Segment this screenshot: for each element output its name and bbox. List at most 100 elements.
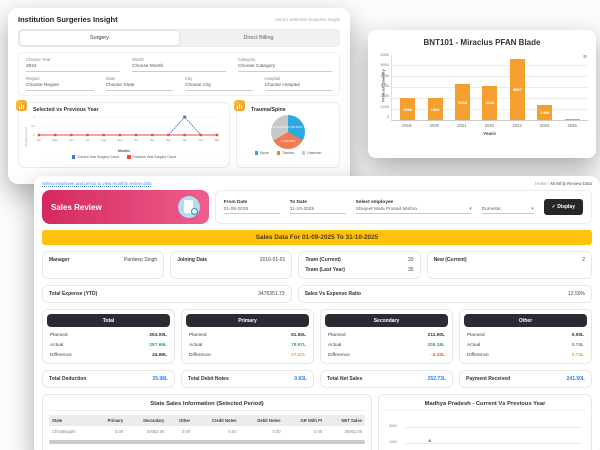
- pie-slice-label: 1 (33.33%): [287, 125, 303, 130]
- mp-ytick: 1000: [389, 440, 397, 444]
- table-scrollbar[interactable]: [49, 440, 365, 444]
- filter-value[interactable]: Choose Hospital: [264, 81, 332, 91]
- product-chart-panel: BNT101 - Miraclus PFAN Blade ≡ Product Q…: [368, 30, 596, 158]
- filter-label: Choose Year: [26, 57, 51, 62]
- breadcrumb-current: Monthly Review Data: [550, 181, 592, 186]
- bar-2021: 3268: [455, 84, 471, 120]
- legend-item: Spine: [254, 151, 269, 155]
- metric-column-header: Other: [464, 314, 587, 327]
- filter-city[interactable]: City Choose City: [185, 76, 253, 91]
- breadcrumb-home[interactable]: Home: [535, 181, 547, 186]
- employee-value[interactable]: Shivjeet Mata Prasad Mishra: [355, 207, 417, 212]
- filter-value[interactable]: Choose Month: [132, 62, 226, 72]
- filter-value[interactable]: Choose State: [105, 81, 173, 91]
- table-cell: 0.00: [313, 429, 323, 434]
- table-cell: 0.00: [272, 429, 281, 434]
- metric-label: Actual: [50, 342, 64, 348]
- metric-value: 27.47L: [291, 352, 306, 358]
- review-note-link[interactable]: Select employee and period to view month…: [42, 181, 152, 186]
- line-chart-ylabel: Surgery Count: [24, 127, 28, 147]
- info-label: Joining Date: [177, 257, 208, 263]
- table-header: Credit Notes: [193, 415, 240, 426]
- legend-label: Previous Year Surgery Count: [132, 155, 177, 159]
- mp-chart-card: Madhya Pradesh - Current Vs Previous Yea…: [378, 394, 592, 450]
- pie-slice-label: 1 (33.33%): [280, 138, 296, 143]
- filter-value[interactable]: Choose Category: [238, 62, 332, 72]
- expense-row: Sales Vs Expense Ratio 12.50%: [305, 289, 585, 299]
- legend-swatch: [301, 151, 306, 155]
- table-header: Primary: [93, 415, 127, 426]
- to-date-field[interactable]: To Date 31-10-2025: [289, 200, 346, 214]
- metric-column-total: Total Planned 263.00L Actual 287.69L Differen…: [42, 309, 175, 364]
- stat-label: Total Net Sales: [327, 376, 363, 382]
- employee-select[interactable]: Select employee Shivjeet Mata Prasad Mis…: [355, 200, 472, 214]
- triangle-marker-icon: ▲: [427, 438, 433, 444]
- info-label: New (Current): [433, 257, 467, 263]
- filter-hospital[interactable]: Hospital Choose Hospital: [264, 76, 332, 91]
- y-tick: 3000: [380, 83, 389, 88]
- x-tick: 2019: [402, 123, 412, 128]
- display-button[interactable]: ✓ Display: [543, 199, 583, 215]
- metric-label: Actual: [467, 342, 481, 348]
- bar-2023: 5507: [509, 59, 525, 120]
- metric-column-header: Primary: [186, 314, 309, 327]
- breadcrumb-separator: /: [548, 181, 550, 186]
- from-date-field[interactable]: From Date 01-09-2025: [223, 200, 280, 214]
- expense-value: 3476351.73: [258, 291, 285, 297]
- metric-value: 24.69L: [152, 352, 167, 358]
- filter-month[interactable]: Month Choose Month: [132, 57, 226, 72]
- table-cell: 0.00: [115, 429, 124, 434]
- info-label: Team (Current): [305, 257, 341, 263]
- table-cell: 0.00: [228, 429, 237, 434]
- metric-label: Difference: [189, 352, 211, 358]
- tab-surgery[interactable]: Surgery: [20, 31, 179, 45]
- svg-text:Jan: Jan: [182, 138, 187, 142]
- breadcrumb[interactable]: Home | Institution Surgeries Insight: [274, 17, 340, 22]
- stat-cards-row: Total Deduction 35.98L Total Debit Notes 0.…: [42, 370, 592, 388]
- metric-value: 287.69L: [149, 342, 167, 348]
- info-value: 2016-01-01: [259, 257, 286, 263]
- to-date-value[interactable]: 31-10-2025: [289, 207, 346, 214]
- table-header: NET Sales: [325, 415, 365, 426]
- stat-label: Total Debit Notes: [188, 376, 229, 382]
- stat-value: 0.93L: [294, 376, 307, 382]
- table-cell: Chhattisgarh: [52, 429, 76, 434]
- from-date-label: From Date: [223, 200, 248, 205]
- from-date-value[interactable]: 01-09-2025: [223, 207, 280, 214]
- info-row: New (Current) 2: [434, 255, 585, 265]
- metric-label: Difference: [50, 352, 72, 358]
- filter-region[interactable]: Region Choose Region: [26, 76, 94, 91]
- metric-label: Difference: [467, 352, 489, 358]
- info-card: Team (Current) 33 Team (Last Year) 35: [298, 251, 421, 279]
- metric-label: Planned: [50, 332, 68, 338]
- table-cell: 30062.08: [146, 429, 165, 434]
- stat-label: Total Deduction: [49, 376, 87, 382]
- info-value: Pardeep Singh: [124, 257, 158, 263]
- info-label: Team (Last Year): [305, 267, 345, 273]
- metric-label: Planned: [328, 332, 346, 338]
- legend-label: Trauma: [282, 151, 294, 155]
- filter-choose-year[interactable]: Choose Year 2024: [26, 57, 120, 72]
- legend-swatch: [254, 151, 259, 155]
- market-select[interactable]: Domestic ▾: [481, 200, 534, 214]
- bar-value-label: 1980: [403, 106, 413, 112]
- market-value[interactable]: Domestic: [481, 207, 502, 212]
- svg-text:Apr: Apr: [37, 138, 41, 142]
- filter-label: Category: [238, 57, 256, 62]
- bar-2025: [564, 119, 580, 120]
- filter-value[interactable]: Choose City: [185, 81, 253, 91]
- info-card: New (Current) 2: [426, 251, 593, 279]
- svg-text:Aug: Aug: [101, 138, 106, 142]
- filter-value[interactable]: 2024: [26, 62, 120, 72]
- tab-direct-billing[interactable]: Direct Billing: [243, 35, 274, 41]
- stat-row: Total Net Sales 252.73L: [327, 374, 446, 384]
- bar-value-label: 1962: [430, 106, 440, 112]
- document-icon: [183, 200, 193, 213]
- filter-state[interactable]: State Choose State: [105, 76, 173, 91]
- breadcrumb: Home / Monthly Review Data: [535, 181, 592, 186]
- info-label: Manager: [49, 257, 70, 263]
- filter-value[interactable]: Choose Region: [26, 81, 94, 91]
- filter-category[interactable]: Category Choose Category: [238, 57, 332, 72]
- svg-text:Oct: Oct: [134, 138, 139, 142]
